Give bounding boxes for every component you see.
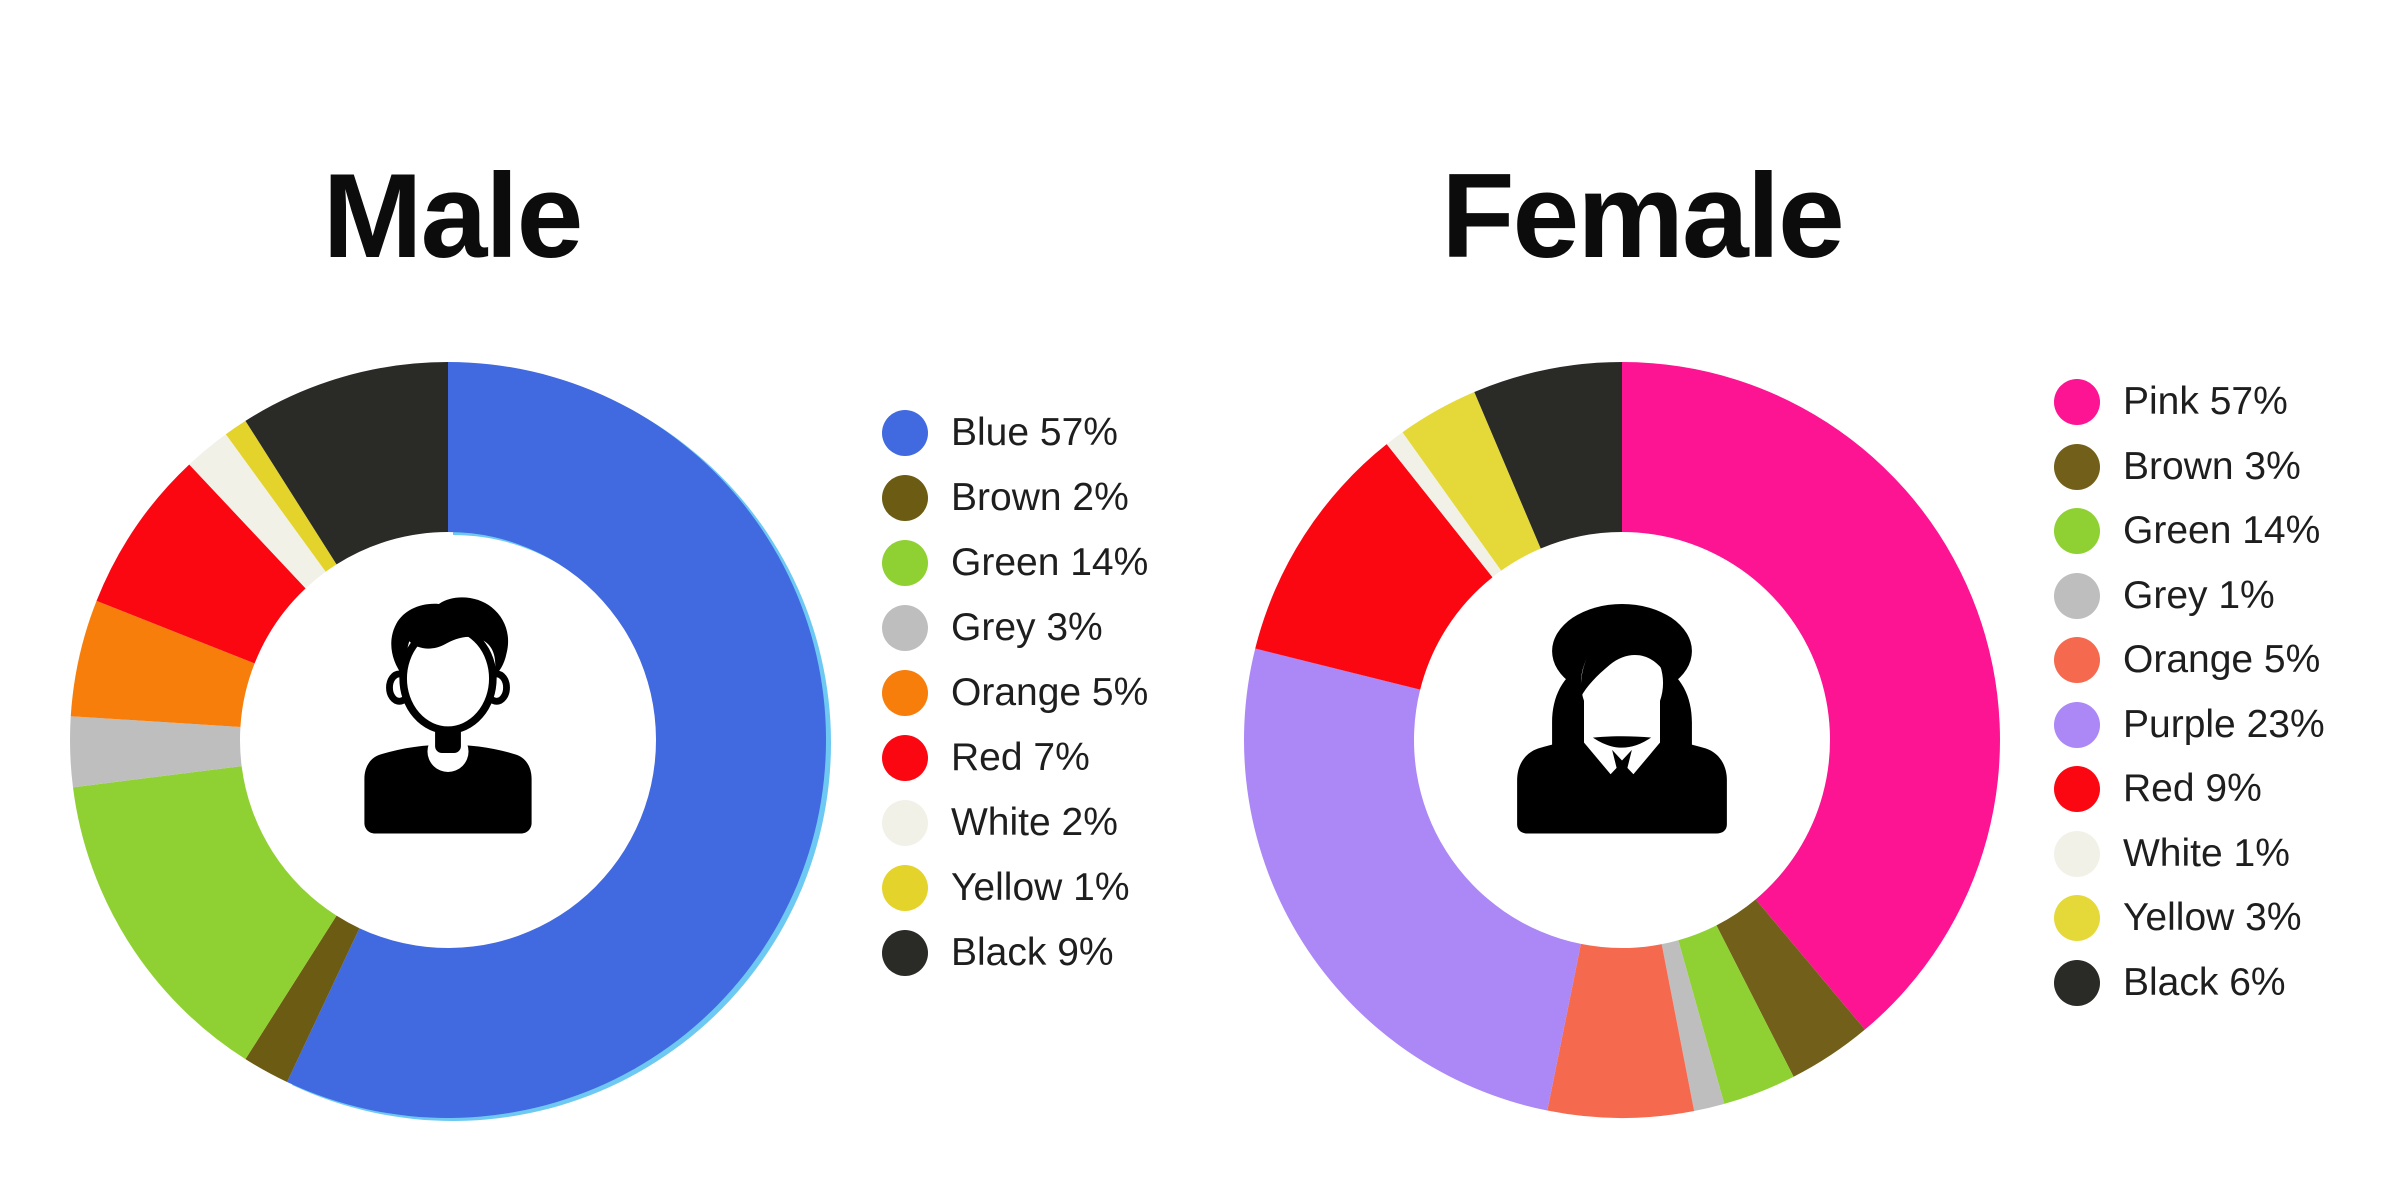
man-hair	[391, 597, 509, 677]
legend-label: Yellow 3%	[2123, 896, 2302, 940]
legend-label: Grey 3%	[951, 605, 1103, 649]
segment-grey	[1661, 940, 1725, 1112]
legend-item: Yellow 3%	[2054, 886, 2325, 951]
legend-swatch-orange	[2054, 637, 2100, 684]
legend-label: Brown 3%	[2123, 444, 2301, 488]
legend-swatch-orange	[882, 669, 928, 716]
woman-bangs	[1580, 634, 1663, 697]
legend-swatch-red	[882, 734, 928, 781]
legend-label: Blue 57%	[951, 410, 1118, 454]
male-donut-chart	[70, 362, 827, 1118]
legend-item: Green 14%	[2054, 499, 2325, 564]
legend-swatch-black	[2054, 959, 2100, 1006]
legend-item: White 1%	[2054, 822, 2325, 887]
legend-item: Green 14%	[882, 530, 1148, 595]
segment-grey	[70, 716, 242, 788]
female-legend: Pink 57% Brown 3% Green 14% Grey 1% Orange 5…	[2054, 370, 2325, 1015]
woman-collar	[1582, 733, 1662, 775]
segment-white	[189, 434, 326, 589]
segment-orange	[70, 600, 255, 727]
male-donut-segments	[70, 362, 827, 1118]
segment-red	[1255, 444, 1493, 690]
legend-swatch-green	[2054, 508, 2100, 555]
segment-black	[1474, 362, 1622, 549]
female-donut-chart	[1244, 362, 2000, 1119]
legend-item: Brown 3%	[2054, 435, 2325, 500]
segment-brown	[1716, 899, 1865, 1077]
legend-item: Grey 1%	[2054, 564, 2325, 629]
legend-swatch-green	[882, 539, 928, 586]
legend-item: Yellow 1%	[882, 855, 1148, 920]
legend-label: Yellow 1%	[951, 865, 1130, 909]
legend-item: Red 9%	[2054, 757, 2325, 822]
chart-title-female: Female	[1441, 149, 1845, 283]
segment-green	[1678, 925, 1794, 1104]
segment-yellow	[225, 420, 337, 572]
legend-item: Brown 2%	[882, 465, 1148, 530]
segment-white	[1386, 432, 1502, 578]
segment-pink	[1622, 362, 2000, 1030]
legend-label: Purple 23%	[2123, 702, 2325, 746]
man-torso	[364, 744, 532, 834]
male-legend: Blue 57% Brown 2% Green 14% Grey 3% Orange 5…	[882, 400, 1148, 985]
legend-item: Red 7%	[882, 725, 1148, 790]
legend-label: Green 14%	[2123, 509, 2321, 553]
female-donut-segments	[1244, 362, 2000, 1119]
legend-swatch-white	[2054, 830, 2100, 877]
legend-swatch-yellow	[882, 864, 928, 911]
legend-item: Orange 5%	[2054, 628, 2325, 693]
legend-label: Red 9%	[2123, 767, 2262, 811]
legend-label: Grey 1%	[2123, 573, 2275, 617]
segment-blue	[287, 362, 827, 1118]
segment-yellow	[1402, 392, 1541, 571]
legend-label: Brown 2%	[951, 475, 1129, 519]
legend-label: Black 9%	[951, 930, 1114, 974]
legend-swatch-white	[882, 799, 928, 846]
legend-label: Green 14%	[951, 540, 1149, 584]
legend-item: Orange 5%	[882, 660, 1148, 725]
segment-red	[96, 464, 306, 664]
woman-icon	[1517, 604, 1727, 834]
legend-swatch-purple	[2054, 701, 2100, 748]
legend-label: White 2%	[951, 800, 1118, 844]
segment-black	[245, 362, 448, 565]
legend-label: Pink 57%	[2123, 380, 2288, 424]
legend-item: Black 6%	[2054, 951, 2325, 1016]
legend-label: Black 6%	[2123, 960, 2286, 1004]
legend-swatch-brown	[882, 474, 928, 521]
legend-swatch-yellow	[2054, 895, 2100, 942]
legend-item: Purple 23%	[2054, 693, 2325, 758]
legend-swatch-grey	[882, 604, 928, 651]
legend-swatch-black	[882, 929, 928, 976]
legend-swatch-blue	[882, 409, 928, 456]
legend-label: Red 7%	[951, 735, 1090, 779]
legend-item: Grey 3%	[882, 595, 1148, 660]
segment-green	[72, 766, 337, 1060]
legend-swatch-red	[2054, 766, 2100, 813]
woman-collar-v	[1612, 749, 1632, 781]
legend-label: White 1%	[2123, 831, 2290, 875]
legend-swatch-pink	[2054, 379, 2100, 426]
legend-swatch-grey	[2054, 572, 2100, 619]
man-icon	[364, 597, 532, 834]
segment-brown	[245, 915, 360, 1083]
legend-item: Pink 57%	[2054, 370, 2325, 435]
legend-item: Blue 57%	[882, 400, 1148, 465]
legend-item: Black 9%	[882, 920, 1148, 985]
segment-purple	[1244, 648, 1581, 1111]
segment-orange	[1547, 943, 1695, 1119]
legend-label: Orange 5%	[951, 670, 1149, 714]
woman-hair-left	[1536, 664, 1584, 827]
legend-label: Orange 5%	[2123, 638, 2321, 682]
legend-item: White 2%	[882, 790, 1148, 855]
chart-title-male: Male	[322, 149, 584, 283]
legend-swatch-brown	[2054, 443, 2100, 490]
woman-hair-right	[1660, 664, 1708, 827]
